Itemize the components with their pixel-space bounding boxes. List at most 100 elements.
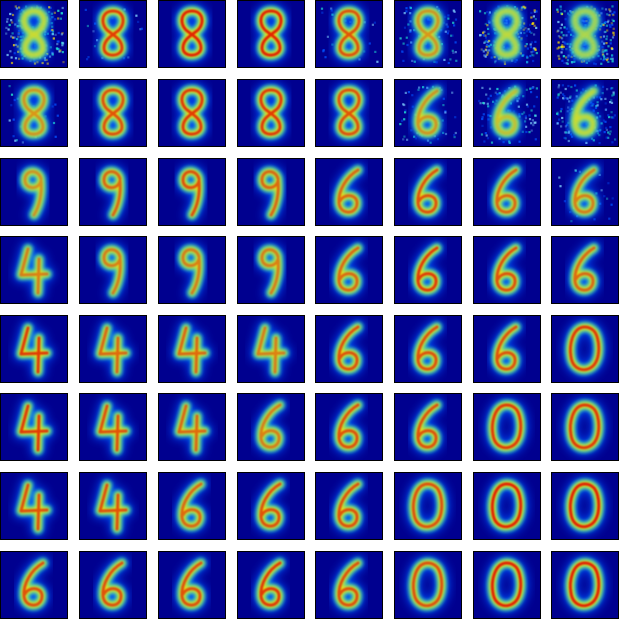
digit-heatmap-6	[316, 316, 382, 382]
digit-heatmap-9	[238, 237, 304, 303]
digit-tile-r4-c6	[394, 236, 462, 304]
digit-heatmap-9	[80, 159, 146, 225]
digit-tile-r4-c8	[551, 236, 619, 304]
digit-heatmap-0	[474, 552, 540, 618]
digit-heatmap-0	[474, 473, 540, 539]
digit-heatmap-8	[159, 80, 225, 146]
digit-heatmap-8	[1, 80, 67, 146]
digit-tile-r1-c8	[551, 0, 619, 68]
digit-tile-r4-c7	[473, 236, 541, 304]
digit-tile-r5-c8	[551, 315, 619, 383]
digit-heatmap-8	[238, 80, 304, 146]
digit-tile-r4-c5	[315, 236, 383, 304]
digit-tile-r5-c5	[315, 315, 383, 383]
digit-tile-r5-c6	[394, 315, 462, 383]
digit-tile-r6-c7	[473, 393, 541, 461]
digit-heatmap-0	[552, 316, 618, 382]
digit-heatmap-6	[395, 237, 461, 303]
digit-heatmap-9	[159, 159, 225, 225]
digit-heatmap-4	[1, 473, 67, 539]
digit-heatmap-6	[316, 237, 382, 303]
digit-tile-r5-c3	[158, 315, 226, 383]
digit-tile-r3-c3	[158, 158, 226, 226]
digit-tile-r4-c2	[79, 236, 147, 304]
digit-heatmap-6	[80, 552, 146, 618]
digit-heatmap-6	[238, 552, 304, 618]
digit-tile-r8-c5	[315, 551, 383, 619]
digit-tile-r2-c4	[237, 79, 305, 147]
digit-tile-r7-c7	[473, 472, 541, 540]
digit-tile-r7-c2	[79, 472, 147, 540]
digit-tile-r8-c6	[394, 551, 462, 619]
digit-heatmap-6	[474, 159, 540, 225]
digit-heatmap-4	[1, 237, 67, 303]
digit-heatmap-0	[395, 552, 461, 618]
digit-heatmap-6	[159, 473, 225, 539]
digit-tile-r1-c6	[394, 0, 462, 68]
digit-tile-r5-c7	[473, 315, 541, 383]
digit-heatmap-4	[238, 316, 304, 382]
digit-tile-r3-c7	[473, 158, 541, 226]
digit-heatmap-6	[474, 237, 540, 303]
digit-tile-r7-c4	[237, 472, 305, 540]
digit-tile-r8-c3	[158, 551, 226, 619]
digit-heatmap-8	[80, 80, 146, 146]
digit-tile-r3-c8	[551, 158, 619, 226]
digit-tile-r6-c5	[315, 393, 383, 461]
digit-heatmap-8	[316, 80, 382, 146]
digit-heatmap-4	[80, 394, 146, 460]
digit-tile-r5-c1	[0, 315, 68, 383]
digit-tile-r8-c2	[79, 551, 147, 619]
digit-heatmap-0	[395, 473, 461, 539]
digit-tile-r4-c1	[0, 236, 68, 304]
digit-tile-r7-c8	[551, 472, 619, 540]
digit-heatmap-6	[316, 552, 382, 618]
digit-tile-r2-c5	[315, 79, 383, 147]
digit-heatmap-6	[552, 159, 618, 225]
digit-tile-r3-c2	[79, 158, 147, 226]
digit-heatmap-8	[395, 1, 461, 67]
digit-heatmap-6	[395, 394, 461, 460]
digit-heatmap-8	[1, 1, 67, 67]
digit-tile-r6-c2	[79, 393, 147, 461]
digit-heatmap-6	[395, 159, 461, 225]
digit-tile-r7-c6	[394, 472, 462, 540]
digit-heatmap-4	[1, 394, 67, 460]
digit-heatmap-6	[159, 552, 225, 618]
digit-tile-r2-c6	[394, 79, 462, 147]
digit-heatmap-6	[238, 473, 304, 539]
digit-heatmap-6	[316, 159, 382, 225]
digit-heatmap-0	[552, 473, 618, 539]
digit-tile-r7-c5	[315, 472, 383, 540]
digit-tile-r1-c5	[315, 0, 383, 68]
digit-heatmap-6	[474, 316, 540, 382]
digit-heatmap-6	[316, 473, 382, 539]
digit-heatmap-0	[552, 394, 618, 460]
digit-heatmap-9	[159, 237, 225, 303]
digit-tile-r1-c2	[79, 0, 147, 68]
digit-tile-r2-c8	[551, 79, 619, 147]
digit-tile-r2-c3	[158, 79, 226, 147]
digit-heatmap-9	[80, 237, 146, 303]
digit-tile-r1-c7	[473, 0, 541, 68]
digit-heatmap-4	[159, 316, 225, 382]
digit-heatmap-6	[474, 80, 540, 146]
digit-tile-r4-c3	[158, 236, 226, 304]
digit-heatmap-9	[1, 159, 67, 225]
digit-tile-r2-c2	[79, 79, 147, 147]
digit-heatmap-0	[474, 394, 540, 460]
digit-heatmap-4	[80, 316, 146, 382]
digit-tile-r6-c6	[394, 393, 462, 461]
digit-tile-r6-c1	[0, 393, 68, 461]
digit-heatmap-4	[1, 316, 67, 382]
digit-tile-r1-c4	[237, 0, 305, 68]
digit-tile-r3-c4	[237, 158, 305, 226]
digit-tile-r2-c7	[473, 79, 541, 147]
digit-heatmap-6	[395, 316, 461, 382]
digit-tile-r8-c1	[0, 551, 68, 619]
digit-tile-r8-c4	[237, 551, 305, 619]
digit-tile-r2-c1	[0, 79, 68, 147]
digit-heatmap-6	[552, 237, 618, 303]
digit-heatmap-6	[395, 80, 461, 146]
